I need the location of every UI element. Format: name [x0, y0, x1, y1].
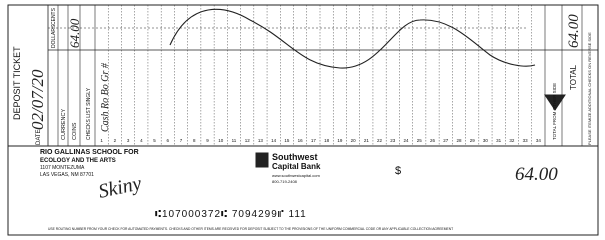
micr-line: ⑆107000372⑆ 7094299⑈ 111 [155, 209, 307, 220]
bank-website: www.southwestcapital.com [272, 173, 320, 178]
amount: 64.00 [515, 164, 558, 185]
total: 64.00 [566, 14, 582, 48]
row-label: CURRENCY [61, 109, 67, 141]
bank-phone: 800-719-2408 [272, 179, 298, 184]
item-number: 21 [364, 138, 370, 143]
itemize-note: PLEASE ITEMIZE ADDITIONAL CHECKS ON REVE… [587, 32, 592, 145]
item-number: 25 [417, 138, 423, 143]
ticket-title: DEPOSIT TICKET [12, 46, 22, 120]
item-number: 22 [377, 138, 383, 143]
item-number: 28 [456, 138, 462, 143]
item-number: 19 [337, 138, 343, 143]
total-other-label: TOTAL FROM OTHER SIDE [552, 83, 557, 140]
account-name: RIO GALLINAS SCHOOL FOR [40, 149, 139, 156]
dollar-sign: $ [395, 165, 401, 177]
date-label: DATE [36, 129, 42, 145]
item-number: 18 [324, 138, 330, 143]
footer-note: USE ROUTING NUMBER FROM YOUR CHECK FOR A… [48, 227, 453, 231]
account-line: ECOLOGY AND THE ARTS [40, 158, 116, 164]
item-number: 17 [311, 138, 317, 143]
item-number: 33 [523, 138, 529, 143]
item-number: 24 [404, 138, 410, 143]
item-number: 15 [284, 138, 290, 143]
item-number: 23 [390, 138, 396, 143]
item-number: 30 [483, 138, 489, 143]
dollars-header: DOLLARS [51, 24, 57, 48]
item-number: 26 [430, 138, 436, 143]
item-number: 11 [232, 138, 237, 143]
bank-name: Capital Bank [272, 162, 321, 171]
item-number: 20 [351, 138, 357, 143]
deposit-ticket: DEPOSIT TICKET DATE 02/07/20 DOLLARS CEN… [0, 0, 605, 240]
date: 02/07/20 [28, 69, 47, 130]
row-label: COINS [72, 122, 78, 140]
item-number: 14 [271, 138, 277, 143]
item-number: 34 [536, 138, 542, 143]
item-number: 10 [218, 138, 224, 143]
total-label: TOTAL [569, 64, 578, 90]
item-number: 31 [496, 138, 502, 143]
item-number: 27 [443, 138, 449, 143]
cents-header: CENTS [51, 7, 57, 25]
item-number: 32 [509, 138, 515, 143]
bank-logo [256, 153, 268, 167]
ticket-border [8, 5, 598, 235]
account-line: LAS VEGAS, NM 87701 [40, 172, 94, 178]
item-number: 13 [258, 138, 264, 143]
item-number: 12 [245, 138, 251, 143]
row-label: CHECKS LIST SINGLY [86, 87, 92, 140]
cash-amount: 64.00 [67, 18, 82, 48]
account-line: 1107 MONTEZUMA [40, 165, 85, 171]
item-number: 16 [298, 138, 304, 143]
item-number: 29 [470, 138, 476, 143]
cash-note: Cash Ro Bo Gr # [100, 62, 111, 132]
bank-name: Southwest [272, 152, 318, 162]
page: DEPOSIT TICKET DATE 02/07/20 DOLLARS CEN… [0, 0, 605, 240]
